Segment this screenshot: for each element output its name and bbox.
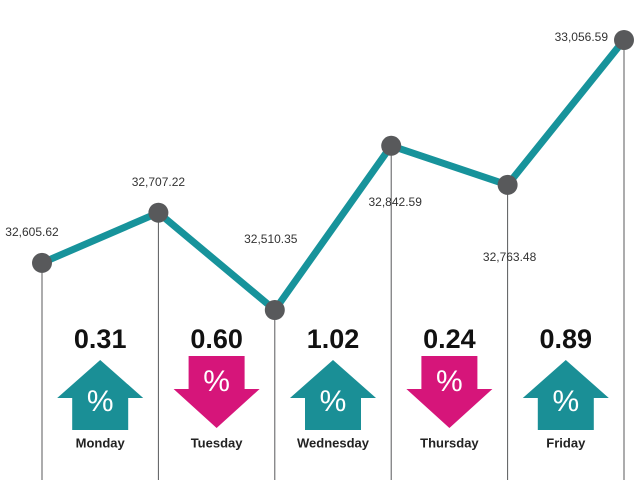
percent-symbol: % [552,385,579,418]
percent-symbol: % [203,365,230,398]
change-value: 0.31 [74,324,127,354]
day-label: Wednesday [297,435,370,450]
point-label: 33,056.59 [555,30,609,44]
day-label: Thursday [420,435,479,450]
change-value: 0.24 [423,324,476,354]
down-arrow [173,356,260,428]
day-label: Monday [76,435,126,450]
point [264,300,285,320]
point [497,174,518,195]
point-label: 32,763.48 [483,250,537,264]
day-label: Tuesday [191,435,244,450]
point-label: 32,510.35 [244,232,298,246]
up-arrow [290,360,376,430]
point-label: 32,842.59 [369,195,423,209]
down-arrow [406,356,493,428]
point-label: 32,605.62 [5,225,59,239]
point [614,30,634,50]
day-label: Friday [546,435,586,450]
up-arrow [522,360,609,430]
percent-symbol: % [436,365,463,398]
up-arrow [57,360,144,430]
percent-symbol: % [320,385,347,418]
point [32,252,52,273]
index-line [40,37,627,314]
change-value: 0.60 [190,324,243,354]
point [381,135,402,156]
point [148,202,169,223]
point-label: 32,707.22 [132,175,186,189]
percent-symbol: % [87,385,114,418]
change-value: 0.89 [540,324,593,354]
change-value: 1.02 [307,324,360,354]
